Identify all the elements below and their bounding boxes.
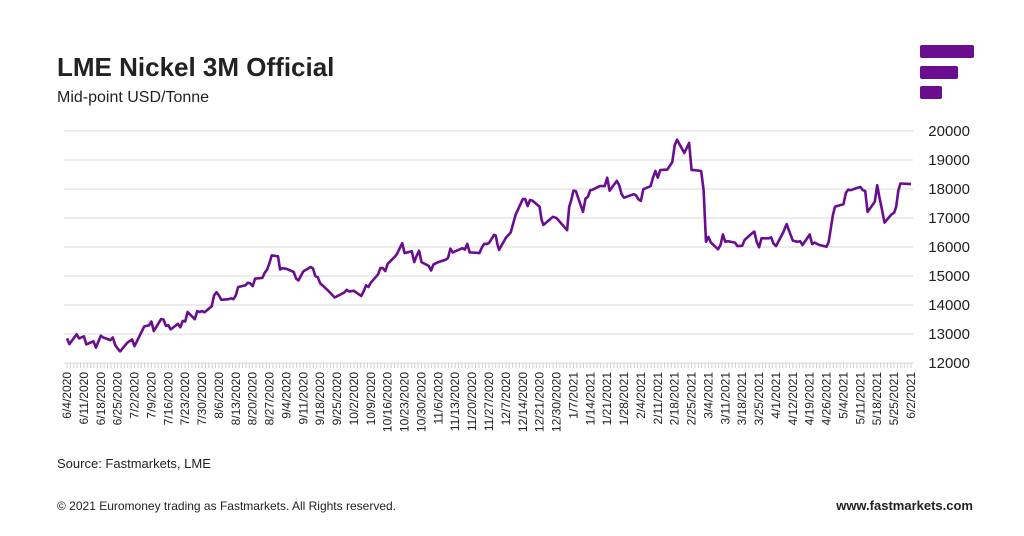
x-tick-label: 6/11/2020 xyxy=(77,372,91,425)
y-tick-label: 20000 xyxy=(928,123,970,140)
x-tick-label: 9/11/2020 xyxy=(296,372,310,425)
x-tick-label: 9/25/2020 xyxy=(330,372,344,426)
y-tick-label: 16000 xyxy=(928,239,970,256)
x-tick-label: 10/23/2020 xyxy=(398,372,412,432)
x-tick-label: 1/28/2021 xyxy=(617,372,631,426)
x-tick-label: 12/7/2020 xyxy=(499,372,513,426)
x-tick-label: 11/20/2020 xyxy=(465,372,479,431)
x-tick-label: 6/25/2020 xyxy=(111,372,125,426)
x-tick-label: 6/18/2020 xyxy=(94,372,108,426)
x-tick-label: 11/6/2020 xyxy=(431,372,445,425)
x-tick-label: 10/30/2020 xyxy=(414,372,428,432)
x-tick-label: 9/4/2020 xyxy=(279,372,293,419)
x-tick-label: 4/26/2021 xyxy=(820,372,834,426)
x-tick-label: 3/11/2021 xyxy=(718,372,732,425)
x-tick-label: 3/4/2021 xyxy=(701,372,715,419)
y-tick-label: 12000 xyxy=(928,355,970,372)
x-tick-label: 11/27/2020 xyxy=(482,372,496,431)
logo-bar-top xyxy=(920,45,974,58)
fastmarkets-logo-icon xyxy=(920,45,974,101)
x-tick-label: 4/1/2021 xyxy=(769,372,783,419)
chart-title: LME Nickel 3M Official xyxy=(57,52,335,82)
x-tick-label: 1/21/2021 xyxy=(600,372,614,426)
price-series-line xyxy=(65,138,912,353)
x-tick-label: 11/13/2020 xyxy=(448,372,462,431)
x-tick-label: 2/4/2021 xyxy=(634,372,648,419)
logo-bar-middle xyxy=(920,66,958,79)
x-tick-label: 6/2/2021 xyxy=(904,372,918,419)
x-tick-label: 8/20/2020 xyxy=(246,372,260,426)
x-tick-label: 5/11/2021 xyxy=(853,372,867,425)
x-tick-label: 5/4/2021 xyxy=(836,372,850,419)
x-tick-label: 10/9/2020 xyxy=(364,372,378,426)
x-tick-label: 12/30/2020 xyxy=(550,372,564,432)
y-tick-label: 15000 xyxy=(928,268,970,285)
x-tick-label: 8/13/2020 xyxy=(229,372,243,426)
x-tick-label: 3/25/2021 xyxy=(752,372,766,426)
x-tick-label: 12/21/2020 xyxy=(533,372,547,432)
chart-subtitle: Mid-point USD/Tonne xyxy=(57,89,210,106)
x-tick-label: 3/18/2021 xyxy=(735,372,749,426)
website-link[interactable]: www.fastmarkets.com xyxy=(836,498,973,513)
x-tick-label: 1/7/2021 xyxy=(566,372,580,419)
x-tick-label: 2/25/2021 xyxy=(685,372,699,426)
x-tick-label: 10/2/2020 xyxy=(347,372,361,426)
x-tick-label: 7/9/2020 xyxy=(144,372,158,419)
x-tick-label: 2/11/2021 xyxy=(651,372,665,425)
x-tick-label: 5/25/2021 xyxy=(887,372,901,426)
x-tick-label: 1/14/2021 xyxy=(583,372,597,426)
y-tick-label: 13000 xyxy=(928,326,970,343)
x-tick-label: 12/14/2020 xyxy=(516,372,530,432)
x-tick-label: 7/16/2020 xyxy=(161,372,175,426)
y-tick-label: 14000 xyxy=(928,297,970,314)
x-tick-label: 9/18/2020 xyxy=(313,372,327,426)
x-tick-label: 8/6/2020 xyxy=(212,372,226,419)
x-tick-label: 8/27/2020 xyxy=(263,372,277,426)
y-tick-label: 19000 xyxy=(928,152,970,169)
x-tick-label: 7/2/2020 xyxy=(128,372,142,419)
logo-bar-bottom xyxy=(920,86,942,99)
source-note: Source: Fastmarkets, LME xyxy=(57,456,211,471)
x-tick-label: 4/12/2021 xyxy=(786,372,800,426)
x-tick-label: 4/19/2021 xyxy=(803,372,817,426)
y-tick-label: 17000 xyxy=(928,210,970,227)
copyright-note: © 2021 Euromoney trading as Fastmarkets.… xyxy=(57,499,396,513)
x-tick-label: 7/30/2020 xyxy=(195,372,209,426)
x-tick-label: 7/23/2020 xyxy=(178,372,192,426)
x-tick-label: 6/4/2020 xyxy=(60,372,74,419)
x-tick-label: 10/16/2020 xyxy=(381,372,395,432)
x-tick-label: 2/18/2021 xyxy=(668,372,682,426)
x-tick-label: 5/18/2021 xyxy=(870,372,884,426)
y-tick-label: 18000 xyxy=(928,181,970,198)
